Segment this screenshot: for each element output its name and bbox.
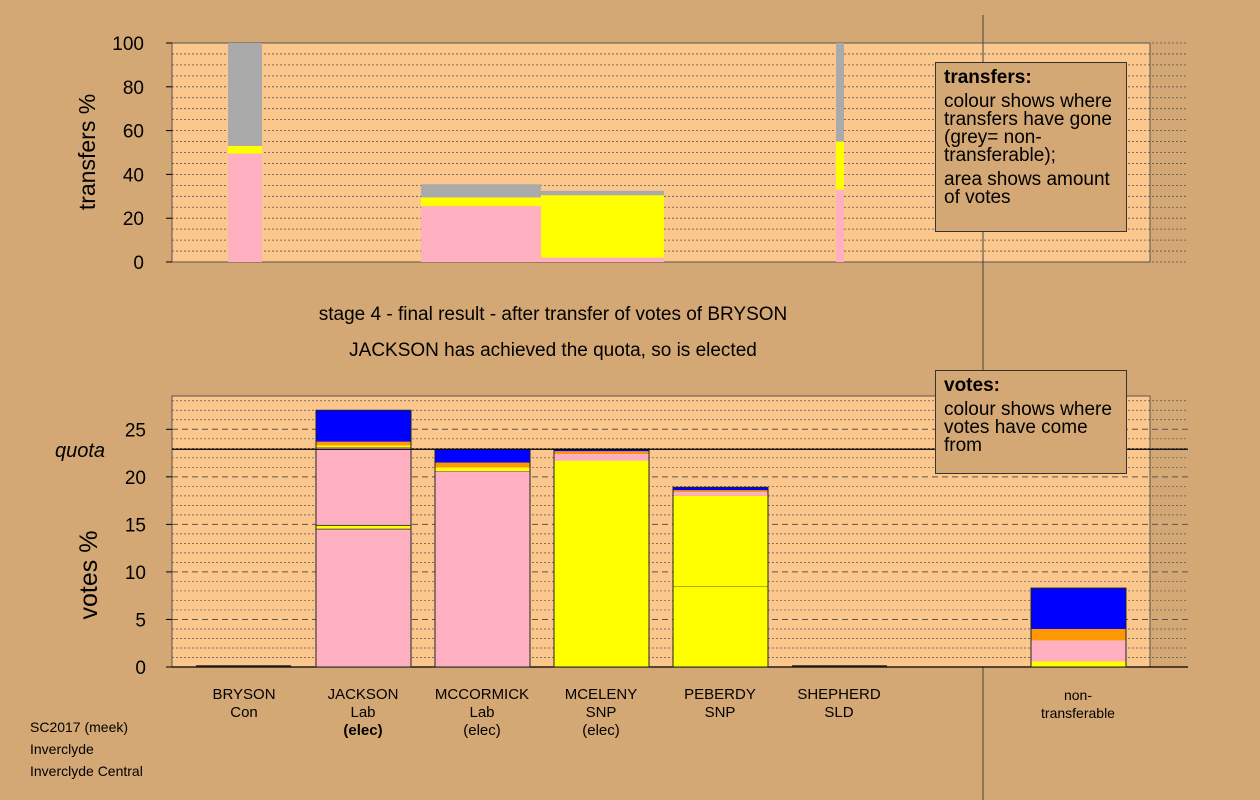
transfers-legend-area: area shows amount of votes xyxy=(944,169,1110,208)
vote-bar-outline xyxy=(315,409,412,668)
candidate-name: MCELENY xyxy=(564,686,638,703)
transfers-tick-label: 0 xyxy=(133,253,144,274)
candidate-label-shepherd: SHEPHERD SLD xyxy=(774,686,904,722)
transfer-segment-shepherd xyxy=(836,141,844,190)
transfers-legend-colour: colour shows where transfers have gone (… xyxy=(944,91,1112,166)
transfers-legend: transfers: colour shows where transfers … xyxy=(935,62,1127,232)
transfers-legend-title: transfers: xyxy=(944,67,1032,88)
candidate-party: Lab xyxy=(350,704,376,721)
vote-segment xyxy=(672,585,769,668)
transfers-tick-label: 60 xyxy=(123,122,144,143)
source-note: SC2017 (meek) Inverclyde Inverclyde Cent… xyxy=(30,716,143,782)
transfer-segment-mceleny xyxy=(541,257,664,262)
vote-segment xyxy=(316,445,411,448)
transfer-segment-mceleny xyxy=(541,195,664,258)
vote-segment xyxy=(316,441,411,446)
candidate-name: MCCORMICK xyxy=(434,686,530,703)
source-line: Inverclyde xyxy=(30,741,94,757)
vote-segment xyxy=(435,449,530,463)
transfers-axis-label: transfers % xyxy=(74,94,100,210)
candidate-party: transferable xyxy=(1041,705,1115,721)
vote-segment xyxy=(1031,588,1126,629)
candidate-label-nontransferable: non- transferable xyxy=(1013,686,1143,722)
vote-segment xyxy=(554,449,649,452)
votes-legend-colour: colour shows where votes have come from xyxy=(944,399,1112,456)
vote-segment xyxy=(673,490,768,493)
votes-tick-label: 25 xyxy=(125,420,146,441)
vote-bar-outline xyxy=(1030,587,1127,668)
transfer-segment-mccormick xyxy=(421,184,541,198)
vote-segment xyxy=(316,410,411,442)
candidate-party: Con xyxy=(230,704,258,721)
candidate-name: non- xyxy=(1063,687,1093,703)
candidate-label-jackson: JACKSON Lab (elec) xyxy=(298,686,428,740)
vote-segment xyxy=(673,487,768,491)
vote-segment xyxy=(554,454,649,461)
vote-segment xyxy=(435,467,530,472)
vote-segment xyxy=(315,528,412,668)
vote-segment xyxy=(554,460,649,667)
candidate-label-mceleny: MCELENY SNP (elec) xyxy=(536,686,666,740)
vote-segment xyxy=(315,446,412,526)
vote-segment xyxy=(1031,661,1126,667)
vote-segment xyxy=(673,492,768,496)
candidate-party: SLD xyxy=(824,704,854,721)
candidate-label-bryson: BRYSON Con xyxy=(179,686,309,722)
transfer-segment-bryson xyxy=(228,43,262,146)
transfers-tick-label: 100 xyxy=(112,34,144,55)
votes-tick-label: 20 xyxy=(125,468,146,489)
candidate-party: SNP xyxy=(704,704,736,721)
vote-segment xyxy=(1031,628,1126,641)
votes-tick-label: 0 xyxy=(135,658,146,679)
source-line: SC2017 (meek) xyxy=(30,719,129,735)
transfers-tick-label: 40 xyxy=(123,165,144,186)
candidate-name: SHEPHERD xyxy=(797,686,881,703)
votes-legend-title: votes: xyxy=(944,375,1000,396)
transfer-segment-mccormick xyxy=(421,197,541,207)
candidate-party: Lab xyxy=(469,704,495,721)
vote-bar-outline xyxy=(672,486,769,668)
votes-legend: votes: colour shows where votes have com… xyxy=(935,370,1127,474)
candidate-status: (elec) xyxy=(582,722,620,739)
stage-caption: stage 4 - final result - after transfer … xyxy=(318,304,788,325)
candidate-name: PEBERDY xyxy=(684,686,756,703)
result-caption: JACKSON has achieved the quota, so is el… xyxy=(349,340,757,361)
transfer-segment-shepherd xyxy=(836,43,844,142)
transfer-segment-bryson xyxy=(228,145,262,154)
votes-axis-label: votes % xyxy=(75,531,103,620)
votes-tick-label: 5 xyxy=(135,610,146,631)
candidate-party: SNP xyxy=(585,704,617,721)
votes-tick-label: 15 xyxy=(125,515,146,536)
source-line: Inverclyde Central xyxy=(30,763,143,779)
vote-segment xyxy=(554,451,649,455)
vote-segment xyxy=(673,495,768,587)
candidate-label-mccormick: MCCORMICK Lab (elec) xyxy=(417,686,547,740)
vote-segment xyxy=(1031,640,1126,662)
vote-segment xyxy=(434,470,531,668)
quota-label: quota xyxy=(55,440,105,462)
transfer-segment-mceleny xyxy=(541,190,664,196)
candidate-status: (elec) xyxy=(463,722,501,739)
candidate-status: (elec) xyxy=(343,722,383,739)
transfers-tick-label: 80 xyxy=(123,78,144,99)
transfer-segment-bryson xyxy=(228,153,262,262)
transfer-segment-shepherd xyxy=(836,189,844,262)
transfers-tick-label: 20 xyxy=(123,209,144,230)
votes-tick-label: 10 xyxy=(125,563,146,584)
candidate-name: JACKSON xyxy=(327,686,399,703)
vote-segment xyxy=(315,524,412,530)
transfer-segment-mccormick xyxy=(421,206,541,262)
candidate-name: BRYSON xyxy=(212,686,276,703)
candidate-label-peberdy: PEBERDY SNP xyxy=(655,686,785,722)
vote-segment xyxy=(435,462,530,468)
